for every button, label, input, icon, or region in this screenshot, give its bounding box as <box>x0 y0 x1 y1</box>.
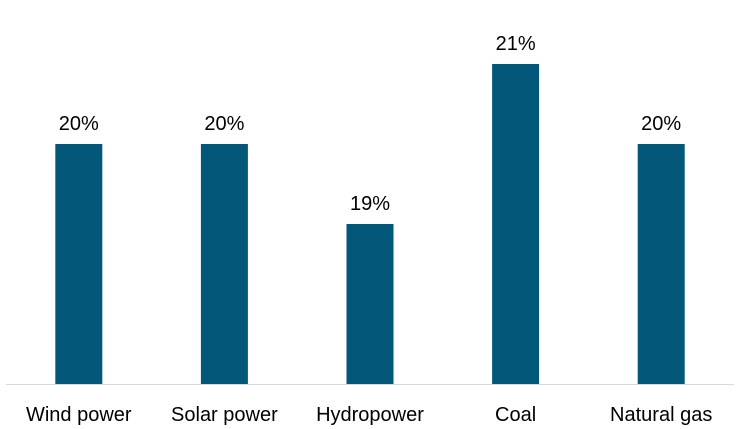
bars-group <box>55 64 685 384</box>
x-tick-label: Solar power <box>171 404 278 426</box>
bar-wind-power <box>55 144 103 384</box>
x-tick-label: Coal <box>495 404 536 426</box>
bar-solar-power <box>200 144 248 384</box>
bar-coal <box>492 64 540 384</box>
x-tick-label: Wind power <box>26 404 132 426</box>
data-label: 19% <box>350 193 390 215</box>
data-label: 20% <box>641 113 681 135</box>
bar-natural-gas <box>637 144 685 384</box>
x-tick-labels-group: Wind power Solar power Hydropower Coal Natur… <box>26 404 712 426</box>
data-label: 20% <box>204 113 244 135</box>
data-label: 21% <box>496 33 536 55</box>
data-label: 20% <box>59 113 99 135</box>
data-labels-group: 20% 20% 19% 21% 20% <box>59 33 682 215</box>
x-tick-label: Natural gas <box>610 404 712 426</box>
bar-hydropower <box>346 224 394 384</box>
x-tick-label: Hydropower <box>316 404 424 426</box>
